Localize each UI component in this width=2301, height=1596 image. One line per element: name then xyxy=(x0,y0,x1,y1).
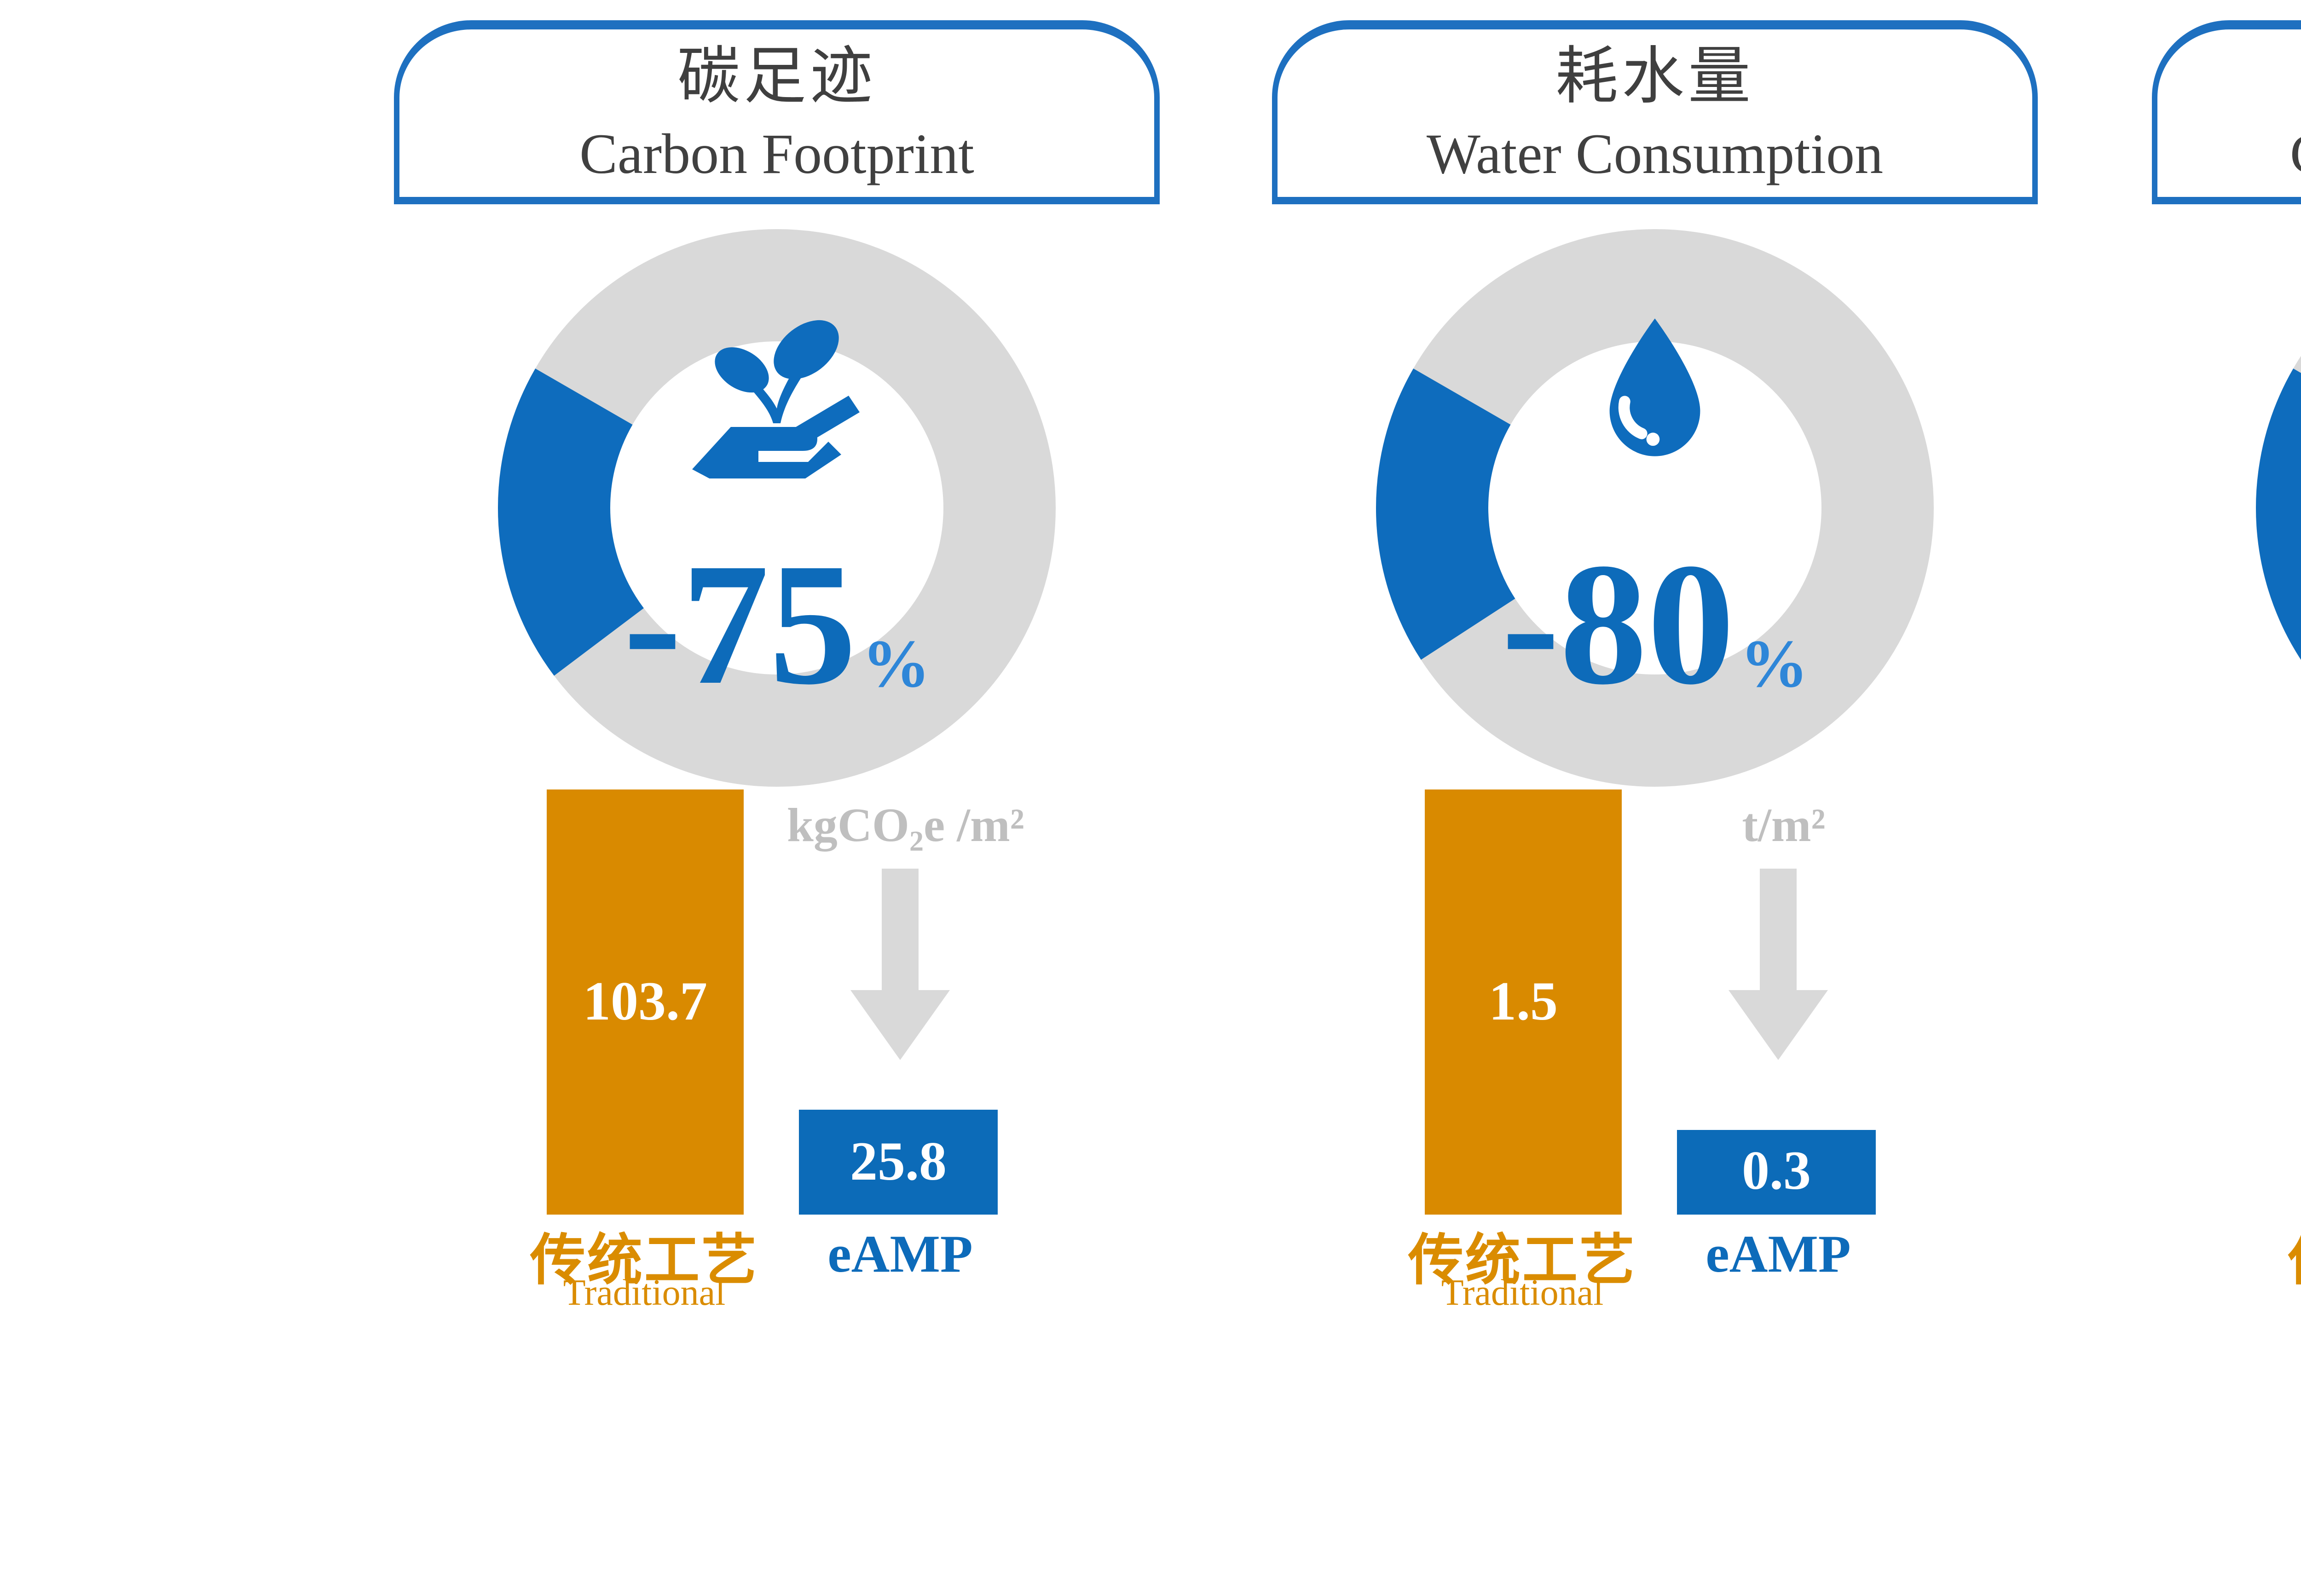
metric-title-box: 碳足迹 Carbon Footprint xyxy=(394,20,1160,204)
panel-water-consumption: 耗水量 Water Consumption -80 % 1.5 xyxy=(1231,0,2078,1596)
eamp-label: eAMP xyxy=(1706,1226,1851,1285)
water-drop-icon xyxy=(1609,318,1700,456)
traditional-label-zh: 传统工艺 xyxy=(1408,1231,1636,1292)
down-arrow-icon xyxy=(850,869,950,1060)
eamp-bar-value: 0.3 xyxy=(1742,1141,1811,1202)
panel-copper-consumption: 铜损耗 Copper Consumption -70 % xyxy=(2111,0,2301,1596)
reduction-donut: -75 % xyxy=(464,195,1090,821)
traditional-label-zh: 传统工艺 xyxy=(530,1231,758,1292)
traditional-bar-value: 1.5 xyxy=(1489,971,1558,1031)
eamp-bar: 25.8 xyxy=(799,1110,998,1215)
metric-title-box: 耗水量 Water Consumption xyxy=(1272,20,2038,204)
eamp-bar: 0.3 xyxy=(1677,1130,1876,1215)
traditional-label-zh: 传统工艺 xyxy=(2200,1215,2301,1296)
metric-title-en: Copper Consumption xyxy=(2290,119,2301,189)
metric-title-en: Water Consumption xyxy=(1426,121,1884,185)
metric-title-box: 铜损耗 Copper Consumption xyxy=(2152,20,2301,204)
donut-ring xyxy=(1376,229,1934,787)
donut-reduction-arc xyxy=(1376,369,1516,660)
metric-title-zh: 碳足迹 xyxy=(677,43,876,111)
down-arrow-icon xyxy=(1729,869,1828,1060)
metric-title-zh: 耗水量 xyxy=(1555,43,1754,111)
unit-label: t/m² xyxy=(1742,799,1826,852)
panel-carbon-footprint: 碳足迹 Carbon Footprint xyxy=(353,0,1200,1596)
percent-sign: % xyxy=(1740,628,1809,703)
eamp-label: eAMP xyxy=(827,1226,973,1285)
donut-reduction-arc xyxy=(498,369,644,676)
traditional-bar-value: 103.7 xyxy=(583,971,707,1031)
reduction-donut: -70 % xyxy=(2222,195,2301,821)
reduction-value: -75 xyxy=(623,526,857,721)
seedling-hand-icon xyxy=(692,320,860,478)
traditional-label-en: Traditional xyxy=(563,1273,726,1314)
unit-label: kgCO₂e /m² xyxy=(787,799,1024,852)
traditional-label-en: Traditional xyxy=(2200,1273,2301,1316)
percent-sign: % xyxy=(862,628,931,703)
reduction-donut: -80 % xyxy=(1342,195,1968,821)
traditional-bar: 1.5 xyxy=(1425,789,1622,1215)
donut-ring xyxy=(498,229,1056,787)
metric-title-en: Carbon Footprint xyxy=(579,121,974,185)
traditional-label-en: Traditional xyxy=(1441,1273,1604,1314)
traditional-bar: 103.7 xyxy=(547,789,744,1215)
eamp-bar-value: 25.8 xyxy=(850,1131,947,1192)
reduction-value: -80 xyxy=(1501,526,1735,721)
